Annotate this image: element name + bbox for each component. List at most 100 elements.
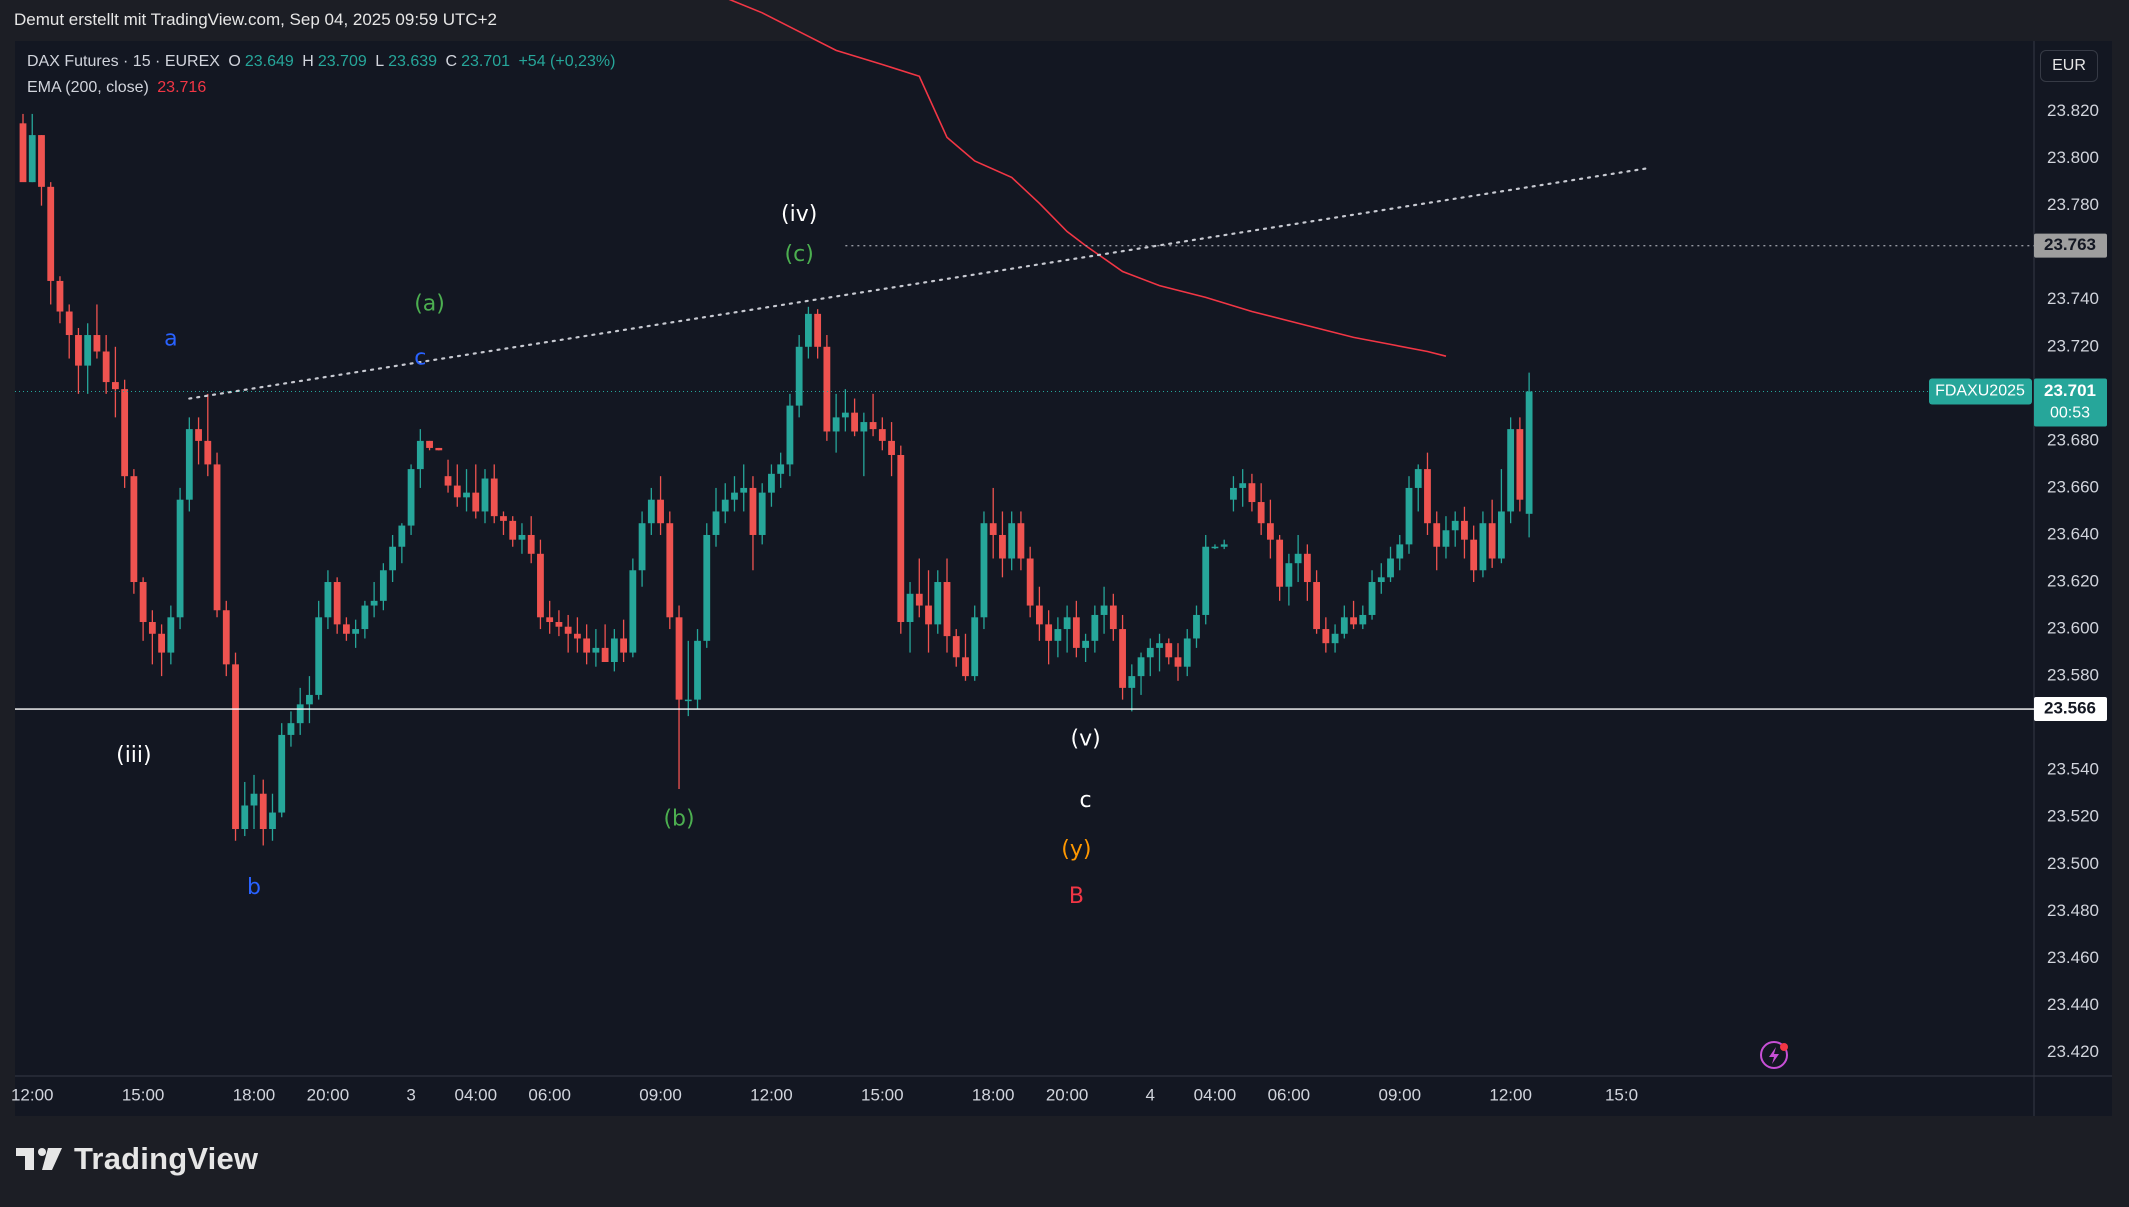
y-tick-label: 23.540: [2047, 760, 2099, 779]
candle: [28, 113, 36, 183]
level-price-text: 23.763: [2044, 235, 2096, 254]
x-tick-label: 12:00: [750, 1085, 793, 1104]
y-tick-label: 23.620: [2047, 572, 2099, 591]
candle: [1165, 638, 1173, 665]
wave-label: c: [1080, 788, 1092, 813]
candle: [121, 379, 129, 488]
candle: [527, 516, 535, 564]
candle: [629, 558, 637, 658]
candle: [1498, 469, 1505, 564]
candle: [601, 624, 609, 662]
candle: [176, 487, 184, 630]
candle: [971, 605, 979, 681]
candle: [204, 393, 212, 477]
candle: [1220, 539, 1228, 550]
wave-label: (iv): [781, 202, 817, 227]
candle: [814, 309, 822, 359]
candle: [684, 640, 692, 717]
candle: [1054, 617, 1062, 658]
candle: [1451, 511, 1459, 547]
trendline[interactable]: [188, 166, 1651, 400]
x-tick-label: 06:00: [1268, 1085, 1311, 1104]
candle: [888, 422, 895, 477]
candle: [1387, 546, 1394, 583]
candle: [1340, 605, 1348, 639]
candle: [657, 476, 664, 535]
symbol-legend[interactable]: DAX Futures · 15 · EUREX O 23.649 H 23.709…: [27, 53, 619, 71]
candle: [583, 624, 591, 665]
candle: [1368, 570, 1376, 620]
x-tick-label: 15:00: [861, 1085, 904, 1104]
alert-icon[interactable]: [1760, 1041, 1788, 1069]
y-tick-label: 23.420: [2047, 1042, 2099, 1061]
candle: [361, 600, 369, 639]
candle: [832, 393, 840, 453]
ema-value: 23.716: [157, 79, 207, 96]
candle: [352, 619, 360, 648]
candle: [1193, 605, 1200, 648]
candle: [1072, 600, 1080, 658]
currency-button[interactable]: EUR: [2040, 50, 2098, 82]
candle: [721, 483, 729, 524]
x-tick-label: 3: [406, 1085, 415, 1104]
candle: [1202, 534, 1210, 625]
symbol-name[interactable]: DAX Futures · 15 · EUREX: [27, 53, 220, 70]
candle: [1396, 534, 1404, 571]
candle: [666, 511, 674, 630]
candle: [1128, 664, 1136, 712]
candle: [592, 629, 600, 667]
candle: [620, 619, 627, 662]
symbol-badge: [1929, 378, 2032, 405]
candle: [75, 327, 82, 394]
y-tick-label: 23.440: [2047, 995, 2099, 1014]
candle: [1119, 614, 1126, 700]
wave-label: (v): [1071, 727, 1101, 752]
candle: [731, 476, 738, 512]
change-value: +54 (+0,23%): [518, 53, 616, 70]
y-tick-label: 23.800: [2047, 148, 2099, 167]
open-label: O: [228, 53, 241, 70]
hline-price-text: 23.566: [2044, 699, 2096, 718]
price-axis[interactable]: 23.820 23.800 23.780 23.740 23.720 23.680 23.6…: [2047, 101, 2099, 1061]
y-tick-label: 23.580: [2047, 666, 2099, 685]
candle: [213, 452, 221, 618]
y-tick-label: 23.820: [2047, 101, 2099, 120]
candle: [47, 182, 55, 305]
candle: [869, 393, 877, 437]
candle: [1414, 464, 1422, 512]
candle: [232, 652, 239, 841]
candle: [915, 558, 923, 618]
candle: [333, 577, 341, 634]
x-tick-label: 20:00: [1046, 1085, 1089, 1104]
candle: [1470, 525, 1478, 583]
candle: [1183, 629, 1191, 677]
candle: [1248, 473, 1256, 512]
candle: [195, 417, 202, 465]
y-tick-label: 23.480: [2047, 901, 2099, 920]
candle: [38, 135, 45, 206]
candle: [555, 610, 563, 637]
y-tick-label: 23.460: [2047, 948, 2099, 967]
chart-pane[interactable]: [15, 41, 2112, 1116]
ema-legend[interactable]: EMA (200, close) 23.716: [27, 79, 210, 97]
candle: [1063, 605, 1071, 653]
x-tick-label: 20:00: [307, 1085, 350, 1104]
ema-label[interactable]: EMA (200, close): [27, 79, 149, 96]
candle: [906, 582, 914, 653]
time-axis[interactable]: 12:00 15:00 18:00 20:00 3 04:00 06:00 09:00 12:0…: [11, 1085, 1638, 1104]
candle: [398, 523, 406, 564]
tradingview-logo: TradingView: [16, 1141, 258, 1177]
candle: [777, 452, 785, 488]
last-price-text: 23.701: [2044, 381, 2096, 400]
candle: [1331, 624, 1339, 653]
x-tick-label: 15:00: [122, 1085, 165, 1104]
candle: [1045, 610, 1053, 665]
high-label: H: [302, 53, 314, 70]
candle: [167, 605, 175, 665]
candle: [703, 523, 711, 648]
y-tick-label: 23.660: [2047, 477, 2099, 496]
candle: [56, 276, 64, 324]
wave-label: a: [164, 327, 177, 352]
candle: [1100, 586, 1108, 634]
